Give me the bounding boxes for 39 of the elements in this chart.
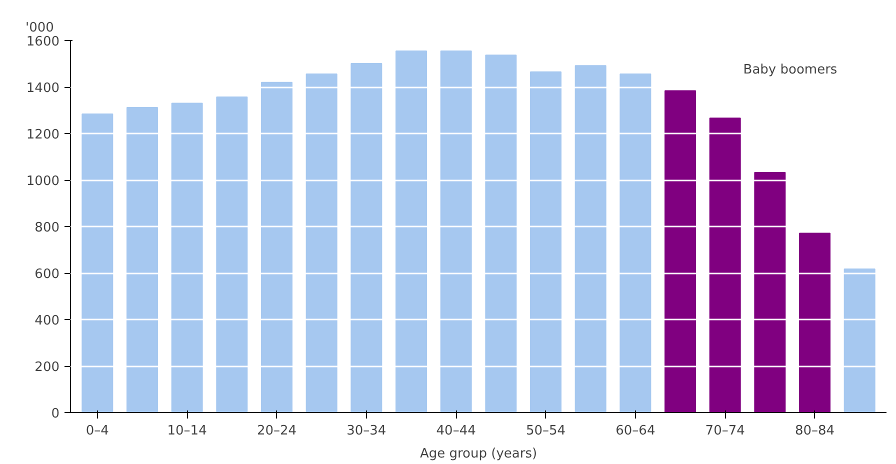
y-tick-label: 1200 <box>26 128 60 142</box>
bar <box>216 96 248 412</box>
y-tick-label: 0 <box>51 406 60 422</box>
bar <box>126 106 158 412</box>
bar <box>396 50 427 412</box>
bar <box>664 90 696 412</box>
bar <box>574 65 606 412</box>
bar <box>530 71 562 412</box>
y-tick-label: 600 <box>34 267 60 282</box>
y-tick-label: 400 <box>34 314 60 328</box>
bar <box>82 113 114 412</box>
bar <box>485 54 517 412</box>
x-tick-label: 70–74 <box>705 424 745 438</box>
x-tick-label: 60–64 <box>616 424 656 438</box>
bar <box>709 118 741 412</box>
bar <box>799 232 831 412</box>
annotation: Baby boomers <box>743 62 838 78</box>
y-tick-label: 200 <box>34 360 60 375</box>
bar <box>620 73 652 412</box>
y-tick-label: 1400 <box>26 81 60 96</box>
x-axis-title: Age group (years) <box>420 446 538 462</box>
x-tick-label: 40–44 <box>436 424 476 438</box>
y-tick-label: 800 <box>34 220 60 236</box>
bar <box>350 63 382 412</box>
bar <box>261 82 292 412</box>
x-tick-label: 0–4 <box>86 424 109 438</box>
x-tick-label: 20–24 <box>256 424 297 438</box>
y-axis-title: '000 <box>26 20 54 36</box>
x-tick-label: 50–54 <box>526 424 566 438</box>
y-tick-label: 1600 <box>26 34 60 50</box>
y-tick-label: 1000 <box>26 174 60 189</box>
x-tick-label: 80–84 <box>794 424 835 438</box>
bar <box>440 50 472 412</box>
x-tick-label: 10–14 <box>167 424 207 438</box>
bar <box>844 268 876 412</box>
x-tick-label: 30–34 <box>346 424 386 438</box>
bar <box>754 172 786 412</box>
bar <box>306 73 338 412</box>
bar <box>171 102 203 412</box>
